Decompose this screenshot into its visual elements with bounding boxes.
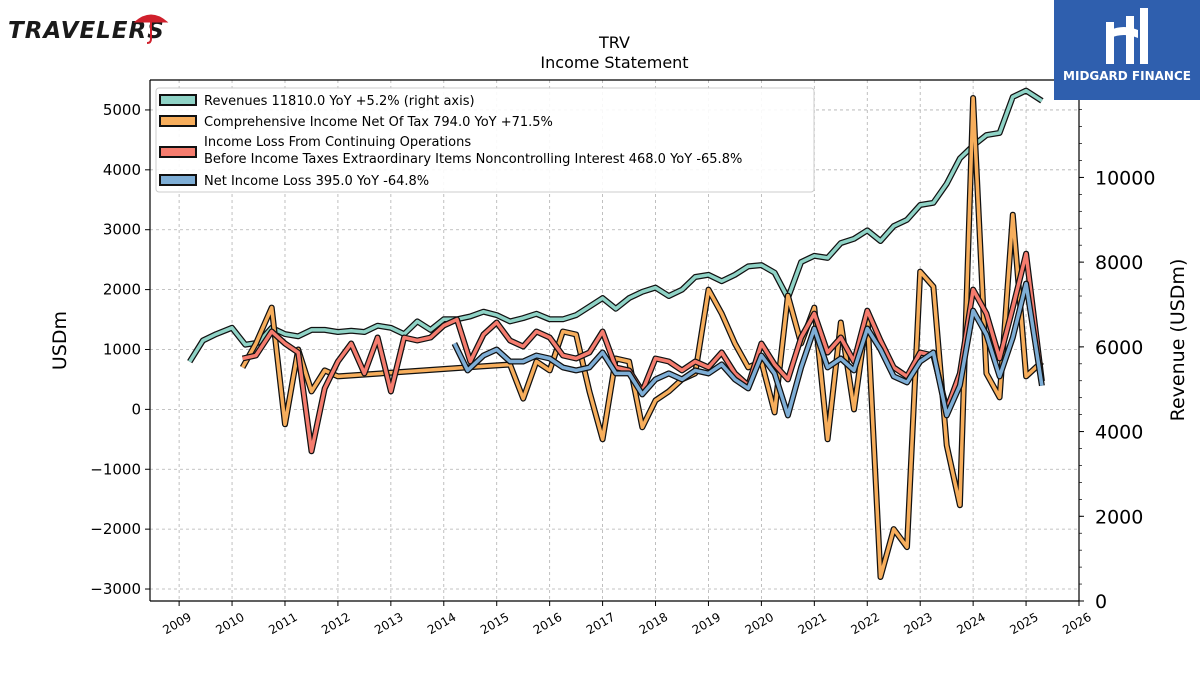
y-tick-label: −2000 bbox=[90, 520, 141, 538]
chart-title: TRV bbox=[598, 33, 630, 52]
x-tick-label: 2019 bbox=[690, 610, 723, 637]
y-right-tick-label: 10000 bbox=[1095, 167, 1155, 189]
y-right-tick-label: 0 bbox=[1095, 591, 1107, 613]
midgard-logo-icon bbox=[1106, 8, 1148, 64]
series-line-comprehensive_income bbox=[241, 96, 1044, 579]
legend-swatch-revenues bbox=[159, 94, 197, 106]
series-line-revenues bbox=[188, 88, 1043, 363]
x-tick-label: 2026 bbox=[1060, 610, 1093, 637]
legend-label: Net Income Loss 395.0 YoY -64.8% bbox=[204, 174, 429, 189]
x-tick-label: 2022 bbox=[849, 610, 882, 637]
chart-subtitle: Income Statement bbox=[540, 53, 688, 72]
x-tick-label: 2012 bbox=[319, 610, 352, 637]
series-line-net_income bbox=[452, 281, 1044, 418]
y-tick-label: 3000 bbox=[103, 221, 141, 239]
x-tick-label: 2009 bbox=[160, 610, 193, 637]
legend-label: Comprehensive Income Net Of Tax 794.0 Yo… bbox=[204, 115, 553, 130]
y-right-axis-label: Revenue (USDm) bbox=[1167, 259, 1189, 422]
y-tick-label: 2000 bbox=[103, 281, 141, 299]
legend-swatch-income_before_tax bbox=[159, 146, 197, 158]
x-tick-label: 2014 bbox=[425, 610, 458, 637]
x-tick-label: 2020 bbox=[743, 610, 776, 637]
y-tick-label: 5000 bbox=[103, 101, 141, 119]
legend-label: Revenues 11810.0 YoY +5.2% (right axis) bbox=[204, 94, 475, 109]
x-tick-label: 2013 bbox=[372, 610, 405, 637]
x-tick-label: 2015 bbox=[478, 610, 511, 637]
y-tick-label: −1000 bbox=[90, 460, 141, 478]
y-right-tick-label: 2000 bbox=[1095, 506, 1143, 528]
legend-swatch-net_income bbox=[159, 174, 197, 186]
x-tick-label: 2018 bbox=[637, 610, 670, 637]
umbrella-icon bbox=[133, 14, 169, 44]
legend-label: Income Loss From Continuing Operations bbox=[204, 135, 471, 150]
x-tick-label: 2023 bbox=[901, 610, 934, 637]
y-tick-label: 4000 bbox=[103, 161, 141, 179]
legend-label: Before Income Taxes Extraordinary Items … bbox=[204, 152, 742, 167]
y-axis-label: USDm bbox=[49, 311, 71, 370]
y-right-tick-label: 4000 bbox=[1095, 422, 1143, 444]
y-tick-label: 1000 bbox=[103, 340, 141, 358]
y-tick-label: −3000 bbox=[90, 580, 141, 598]
x-tick-label: 2024 bbox=[954, 610, 987, 637]
y-tick-label: 0 bbox=[131, 400, 141, 418]
x-tick-label: 2025 bbox=[1007, 610, 1040, 637]
x-tick-label: 2010 bbox=[213, 610, 246, 637]
midgard-finance-watermark: MIDGARD FINANCE bbox=[1054, 0, 1200, 100]
x-tick-label: 2011 bbox=[266, 610, 299, 637]
y-right-tick-label: 8000 bbox=[1095, 252, 1143, 274]
x-tick-label: 2017 bbox=[584, 610, 617, 637]
x-tick-label: 2021 bbox=[796, 610, 829, 637]
x-tick-label: 2016 bbox=[531, 610, 564, 637]
legend-swatch-comprehensive_income bbox=[159, 115, 197, 127]
midgard-finance-text: MIDGARD FINANCE bbox=[1063, 69, 1191, 83]
legend-box bbox=[155, 87, 815, 193]
y-right-tick-label: 6000 bbox=[1095, 337, 1143, 359]
